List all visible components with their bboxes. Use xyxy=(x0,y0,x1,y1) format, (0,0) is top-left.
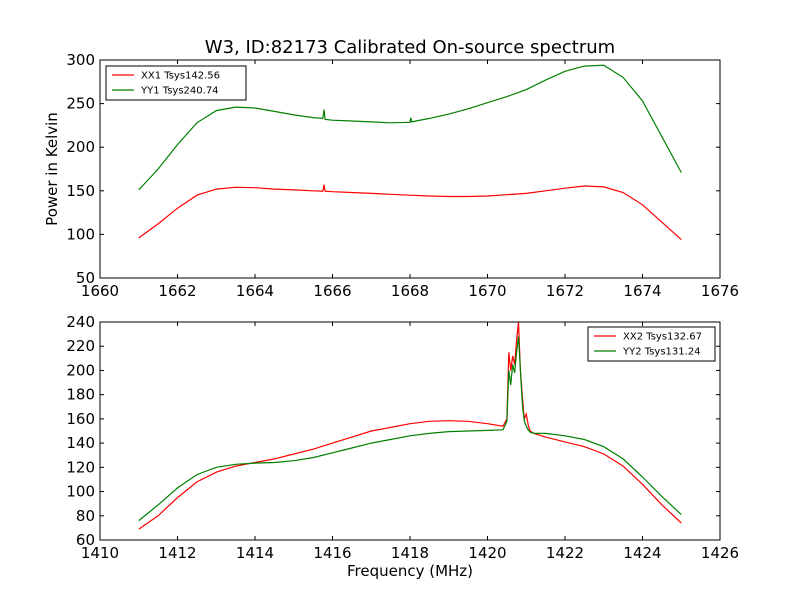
bottom-chart: 1410 1412 1414 1416 1418 1420 1422 1424 1426 60 80… xyxy=(66,313,739,580)
y-tick-label: 240 xyxy=(66,313,95,331)
x-tick-label: 1424 xyxy=(623,544,661,562)
legend: XX1 Tsys142.56 YY1 Tsys240.74 xyxy=(105,65,247,101)
legend-entry: YY2 Tsys131.24 xyxy=(622,347,701,358)
y-tick-label: 300 xyxy=(66,51,95,69)
x-tick-label: 1422 xyxy=(546,544,584,562)
x-tick-label: 1670 xyxy=(468,282,506,300)
x-tick-label: 1420 xyxy=(468,544,506,562)
x-tick-label: 1412 xyxy=(158,544,196,562)
x-tick-label: 1416 xyxy=(313,544,351,562)
legend-entry: YY1 Tsys240.74 xyxy=(140,86,219,97)
top-chart: 1660 1662 1664 1666 1668 1670 1672 1674 1676 50 10… xyxy=(43,51,739,300)
x-tick-label: 1664 xyxy=(236,282,274,300)
chart-title: W3, ID:82173 Calibrated On-source spectr… xyxy=(205,37,615,58)
y-tick-label: 250 xyxy=(66,95,95,113)
legend-entry: XX1 Tsys142.56 xyxy=(141,71,220,82)
legend-box xyxy=(587,326,716,362)
legend-box xyxy=(105,65,247,101)
y-tick-label: 200 xyxy=(66,361,95,379)
y-tick-label: 140 xyxy=(66,434,95,452)
legend: XX2 Tsys132.67 YY2 Tsys131.24 xyxy=(587,326,716,362)
y-tick-label: 180 xyxy=(66,386,95,404)
x-tick-label: 1672 xyxy=(546,282,584,300)
series-line-2 xyxy=(138,64,682,191)
y-tick-label: 60 xyxy=(76,531,95,549)
y-tick-label: 160 xyxy=(66,410,95,428)
y-tick-label: 100 xyxy=(66,483,95,501)
x-tick-label: 1660 xyxy=(81,282,119,300)
x-tick-label: 1674 xyxy=(623,282,661,300)
series-line-2 xyxy=(138,336,682,522)
y-tick-label: 150 xyxy=(66,182,95,200)
x-tick-label: 1418 xyxy=(391,544,429,562)
x-tick-label: 1662 xyxy=(158,282,196,300)
x-tick-label: 1410 xyxy=(81,544,119,562)
y-tick-label: 100 xyxy=(66,225,95,243)
y-tick-label: 50 xyxy=(76,269,95,287)
y-tick-label: 200 xyxy=(66,138,95,156)
x-tick-label: 1666 xyxy=(313,282,351,300)
y-tick-label: 120 xyxy=(66,458,95,476)
series-line-1 xyxy=(138,184,682,241)
x-tick-label: 1426 xyxy=(701,544,739,562)
y-axis-label: Power in Kelvin xyxy=(43,112,61,226)
y-tick-label: 220 xyxy=(66,337,95,355)
x-tick-label: 1414 xyxy=(236,544,274,562)
y-tick-label: 80 xyxy=(76,507,95,525)
legend-entry: XX2 Tsys132.67 xyxy=(623,332,702,343)
x-tick-label: 1676 xyxy=(701,282,739,300)
x-axis-label: Frequency (MHz) xyxy=(347,562,473,580)
x-tick-label: 1668 xyxy=(391,282,429,300)
